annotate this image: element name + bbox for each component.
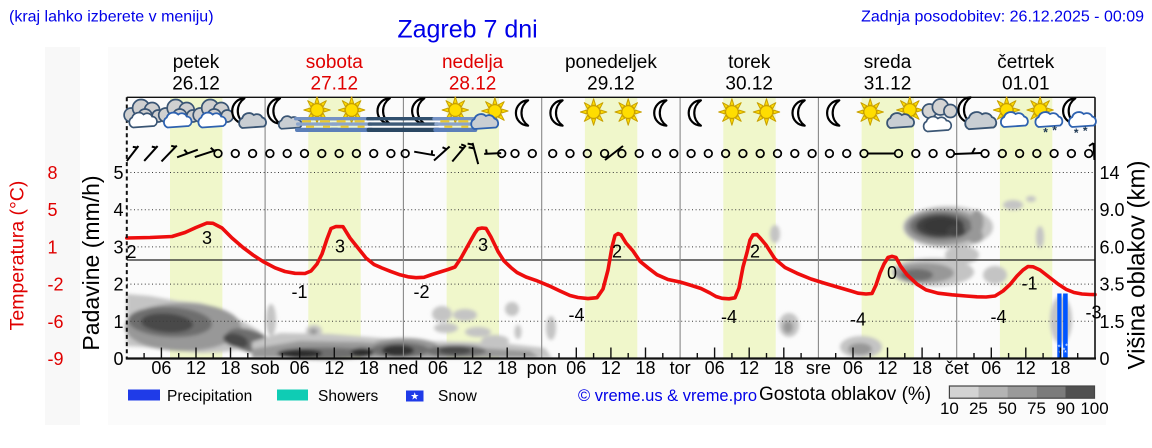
svg-text:6.0: 6.0 bbox=[1100, 237, 1125, 257]
svg-text:50: 50 bbox=[998, 399, 1017, 418]
svg-text:5: 5 bbox=[48, 200, 58, 220]
svg-text:18: 18 bbox=[497, 358, 517, 378]
svg-text:12: 12 bbox=[463, 358, 483, 378]
svg-text:10: 10 bbox=[940, 399, 959, 418]
svg-text:ned: ned bbox=[388, 358, 418, 378]
svg-text:(kraj lahko izberete v meniju): (kraj lahko izberete v meniju) bbox=[9, 9, 214, 26]
svg-text:3: 3 bbox=[202, 228, 212, 248]
svg-text:-4: -4 bbox=[568, 305, 584, 325]
svg-text:18: 18 bbox=[1050, 358, 1070, 378]
svg-text:29.12: 29.12 bbox=[587, 73, 635, 94]
svg-text:0: 0 bbox=[113, 349, 123, 369]
svg-text:Temperatura (°C): Temperatura (°C) bbox=[7, 181, 29, 331]
svg-text:sob: sob bbox=[251, 358, 280, 378]
svg-text:-4: -4 bbox=[850, 310, 866, 330]
svg-text:Gostota oblakov (%): Gostota oblakov (%) bbox=[759, 384, 931, 405]
svg-text:06: 06 bbox=[705, 358, 725, 378]
svg-text:1.5: 1.5 bbox=[1100, 312, 1125, 332]
svg-text:-1: -1 bbox=[291, 282, 307, 302]
svg-text:sobota: sobota bbox=[306, 52, 363, 73]
svg-text:0: 0 bbox=[887, 263, 897, 283]
svg-text:12: 12 bbox=[739, 358, 759, 378]
svg-text:12: 12 bbox=[1016, 358, 1036, 378]
svg-text:sre: sre bbox=[806, 358, 831, 378]
svg-text:Precipitation: Precipitation bbox=[167, 388, 252, 405]
svg-text:4: 4 bbox=[113, 200, 123, 220]
svg-text:★: ★ bbox=[410, 392, 419, 403]
svg-text:3.5: 3.5 bbox=[1100, 275, 1125, 295]
svg-text:12: 12 bbox=[877, 358, 897, 378]
svg-text:12: 12 bbox=[324, 358, 344, 378]
svg-text:Zagreb 7 dni: Zagreb 7 dni bbox=[397, 16, 537, 44]
svg-text:31.12: 31.12 bbox=[864, 73, 912, 94]
svg-text:Višina oblakov (km): Višina oblakov (km) bbox=[1124, 161, 1151, 370]
svg-text:12: 12 bbox=[601, 358, 621, 378]
svg-text:Zadnja posodobitev: 26.12.2025: Zadnja posodobitev: 26.12.2025 - 00:09 bbox=[861, 9, 1144, 26]
svg-text:-4: -4 bbox=[990, 307, 1006, 327]
svg-text:-9: -9 bbox=[48, 349, 64, 369]
svg-text:Padavine (mm/h): Padavine (mm/h) bbox=[78, 175, 104, 350]
svg-text:06: 06 bbox=[290, 358, 310, 378]
svg-text:nedelja: nedelja bbox=[442, 52, 504, 73]
svg-text:06: 06 bbox=[428, 358, 448, 378]
svg-text:© vreme.us & vreme.pro: © vreme.us & vreme.pro bbox=[578, 387, 757, 405]
svg-text:0: 0 bbox=[1100, 349, 1110, 369]
svg-text:3: 3 bbox=[478, 235, 488, 255]
svg-text:Snow: Snow bbox=[438, 388, 478, 405]
svg-text:18: 18 bbox=[359, 358, 379, 378]
svg-text:-4: -4 bbox=[721, 307, 737, 327]
svg-text:2: 2 bbox=[126, 242, 136, 262]
svg-text:8: 8 bbox=[48, 163, 58, 183]
svg-text:06: 06 bbox=[981, 358, 1001, 378]
svg-text:-1: -1 bbox=[1021, 273, 1037, 293]
svg-text:2: 2 bbox=[750, 242, 760, 262]
svg-text:26.12: 26.12 bbox=[172, 73, 220, 94]
svg-text:3: 3 bbox=[113, 237, 123, 257]
svg-text:ponedeljek: ponedeljek bbox=[565, 52, 657, 73]
svg-text:30.12: 30.12 bbox=[725, 73, 773, 94]
svg-text:100: 100 bbox=[1080, 399, 1108, 418]
svg-text:2: 2 bbox=[612, 241, 622, 261]
svg-text:18: 18 bbox=[912, 358, 932, 378]
svg-text:18: 18 bbox=[774, 358, 794, 378]
svg-text:petek: petek bbox=[173, 52, 220, 73]
svg-text:1: 1 bbox=[113, 312, 123, 332]
svg-text:18: 18 bbox=[635, 358, 655, 378]
svg-text:18: 18 bbox=[220, 358, 240, 378]
svg-text:2: 2 bbox=[113, 275, 123, 295]
svg-text:12: 12 bbox=[186, 358, 206, 378]
svg-text:90: 90 bbox=[1056, 399, 1075, 418]
svg-text:14: 14 bbox=[1100, 163, 1120, 183]
svg-text:27.12: 27.12 bbox=[311, 73, 359, 94]
svg-text:čet: čet bbox=[945, 358, 969, 378]
svg-text:01.01: 01.01 bbox=[1002, 73, 1050, 94]
svg-text:pon: pon bbox=[527, 358, 557, 378]
svg-text:Showers: Showers bbox=[318, 388, 379, 405]
svg-text:06: 06 bbox=[843, 358, 863, 378]
svg-text:torek: torek bbox=[728, 52, 771, 73]
svg-text:-6: -6 bbox=[48, 312, 64, 332]
svg-text:3: 3 bbox=[335, 237, 345, 257]
svg-text:sreda: sreda bbox=[864, 52, 912, 73]
svg-text:tor: tor bbox=[670, 358, 691, 378]
svg-text:1: 1 bbox=[48, 237, 58, 257]
svg-text:5: 5 bbox=[113, 163, 123, 183]
svg-text:-2: -2 bbox=[48, 275, 64, 295]
svg-text:-2: -2 bbox=[413, 282, 429, 302]
svg-text:28.12: 28.12 bbox=[449, 73, 497, 94]
svg-text:06: 06 bbox=[566, 358, 586, 378]
svg-text:*: * bbox=[1064, 350, 1067, 357]
svg-text:-3: -3 bbox=[1085, 303, 1101, 323]
svg-text:četrtek: četrtek bbox=[997, 52, 1055, 73]
svg-text:25: 25 bbox=[969, 399, 988, 418]
svg-text:9.0: 9.0 bbox=[1100, 200, 1125, 220]
svg-text:06: 06 bbox=[151, 358, 171, 378]
svg-text:75: 75 bbox=[1027, 399, 1046, 418]
